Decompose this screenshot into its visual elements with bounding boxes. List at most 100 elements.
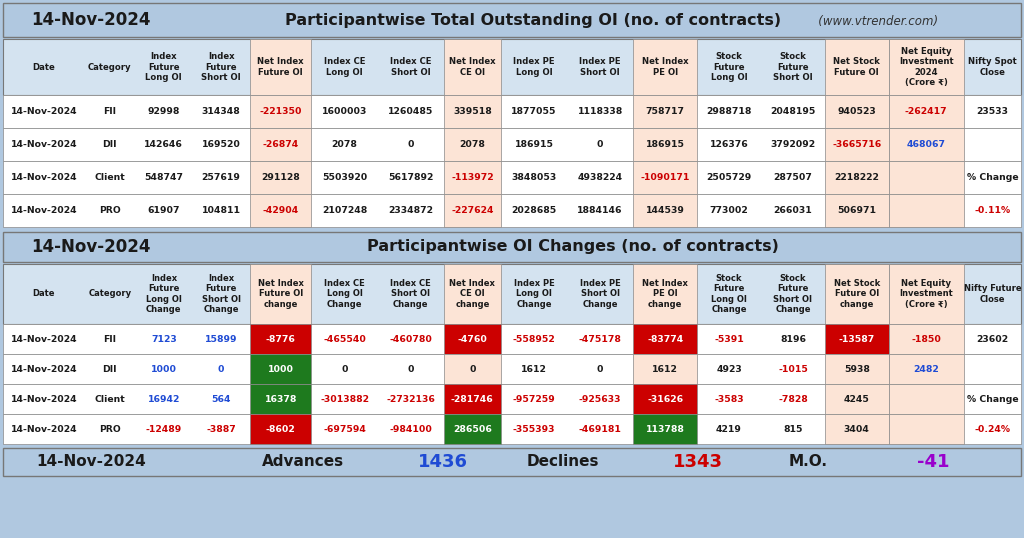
Text: 1600003: 1600003	[322, 107, 368, 116]
Text: 5938: 5938	[844, 365, 869, 373]
Text: PRO: PRO	[99, 424, 121, 434]
Text: -5391: -5391	[714, 335, 743, 343]
Text: Net Index
CE OI: Net Index CE OI	[450, 58, 496, 77]
Text: Net Index
Future OI: Net Index Future OI	[257, 58, 304, 77]
Bar	[250, 324, 311, 354]
Text: -0.11%: -0.11%	[974, 206, 1011, 215]
Text: 2988718: 2988718	[707, 107, 752, 116]
Text: 773002: 773002	[710, 206, 749, 215]
Text: -475178: -475178	[579, 335, 622, 343]
Text: Net Stock
Future OI
change: Net Stock Future OI change	[834, 279, 880, 309]
Text: Index CE
Short OI: Index CE Short OI	[390, 58, 431, 77]
Text: 5617892: 5617892	[388, 173, 433, 182]
Text: 2482: 2482	[913, 365, 939, 373]
Bar	[3, 194, 1021, 227]
Text: 15899: 15899	[205, 335, 238, 343]
Text: Stock
Future
Short OI: Stock Future Short OI	[773, 52, 813, 82]
Bar	[633, 324, 697, 354]
Text: -31626: -31626	[647, 394, 683, 404]
Text: 287507: 287507	[773, 173, 812, 182]
Text: DII: DII	[102, 140, 117, 149]
Text: 0: 0	[597, 365, 603, 373]
Text: 113788: 113788	[646, 424, 685, 434]
Text: (www.vtrender.com): (www.vtrender.com)	[808, 16, 939, 29]
Text: 14-Nov-2024: 14-Nov-2024	[10, 206, 77, 215]
Bar	[3, 232, 1021, 262]
Text: -42904: -42904	[262, 206, 299, 215]
Text: 339518: 339518	[453, 107, 492, 116]
Text: Index
Future
Short OI: Index Future Short OI	[202, 52, 241, 82]
Bar	[3, 95, 1021, 128]
Text: -558952: -558952	[513, 335, 555, 343]
Text: -1850: -1850	[911, 335, 941, 343]
Text: 16378: 16378	[264, 394, 297, 404]
Text: 4219: 4219	[716, 424, 742, 434]
Text: 1436: 1436	[418, 453, 468, 471]
Text: 14-Nov-2024: 14-Nov-2024	[10, 335, 77, 343]
Text: Category: Category	[88, 62, 132, 72]
Text: 4245: 4245	[844, 394, 869, 404]
Text: 23533: 23533	[976, 107, 1009, 116]
Text: 7123: 7123	[151, 335, 177, 343]
Text: Date: Date	[33, 289, 55, 299]
Bar	[633, 128, 697, 161]
Text: 1118338: 1118338	[578, 107, 623, 116]
Text: Index CE
Short OI
Change: Index CE Short OI Change	[390, 279, 431, 309]
Bar	[889, 194, 964, 227]
Text: 564: 564	[211, 394, 230, 404]
Text: -0.24%: -0.24%	[975, 424, 1011, 434]
Bar	[889, 324, 964, 354]
Text: 186915: 186915	[514, 140, 554, 149]
Text: Client: Client	[94, 173, 125, 182]
Bar	[825, 384, 889, 414]
Bar	[825, 414, 889, 444]
Bar	[3, 448, 1021, 476]
Text: Net Equity
Investment
(Crore ₹): Net Equity Investment (Crore ₹)	[899, 279, 953, 309]
Text: -469181: -469181	[579, 424, 622, 434]
Text: Stock
Future
Long OI: Stock Future Long OI	[711, 52, 748, 82]
Text: 1343: 1343	[673, 453, 723, 471]
Text: 0: 0	[469, 365, 475, 373]
Text: 1260485: 1260485	[388, 107, 433, 116]
Bar	[443, 324, 501, 354]
Text: 548747: 548747	[144, 173, 183, 182]
Text: Participantwise OI Changes (no. of contracts): Participantwise OI Changes (no. of contr…	[367, 239, 779, 254]
Text: % Change: % Change	[967, 394, 1018, 404]
Text: Net Index
PE OI
change: Net Index PE OI change	[642, 279, 688, 309]
Text: Index
Future
Long OI
Change: Index Future Long OI Change	[145, 274, 182, 314]
Bar	[250, 194, 311, 227]
Bar	[825, 354, 889, 384]
Text: Stock
Future
Long OI
Change: Stock Future Long OI Change	[711, 274, 746, 314]
Bar	[825, 194, 889, 227]
Text: Index PE
Long OI
Change: Index PE Long OI Change	[514, 279, 554, 309]
Text: Net Index
Future OI
change: Net Index Future OI change	[258, 279, 303, 309]
Text: Nifty Future
Close: Nifty Future Close	[964, 284, 1021, 303]
Bar	[443, 161, 501, 194]
Bar	[889, 39, 964, 95]
Bar	[443, 39, 501, 95]
Text: -4760: -4760	[458, 335, 487, 343]
Text: -1090171: -1090171	[640, 173, 690, 182]
Bar	[250, 128, 311, 161]
Bar	[889, 95, 964, 128]
Text: Index PE
Long OI: Index PE Long OI	[513, 58, 555, 77]
Bar	[250, 414, 311, 444]
Bar	[633, 39, 697, 95]
Bar	[633, 161, 697, 194]
Text: 169520: 169520	[202, 140, 241, 149]
Bar	[825, 324, 889, 354]
Text: -83774: -83774	[647, 335, 683, 343]
Text: Index
Future
Short OI
Change: Index Future Short OI Change	[202, 274, 241, 314]
Text: 126376: 126376	[710, 140, 749, 149]
Text: 0: 0	[341, 365, 348, 373]
Bar	[3, 414, 1021, 444]
Text: -227624: -227624	[452, 206, 494, 215]
Text: 14-Nov-2024: 14-Nov-2024	[32, 238, 151, 256]
Text: -13587: -13587	[839, 335, 874, 343]
Text: 2028685: 2028685	[511, 206, 557, 215]
Text: 468067: 468067	[906, 140, 946, 149]
Text: -113972: -113972	[451, 173, 494, 182]
Bar	[250, 384, 311, 414]
Text: -3665716: -3665716	[833, 140, 882, 149]
Text: -2732136: -2732136	[386, 394, 435, 404]
